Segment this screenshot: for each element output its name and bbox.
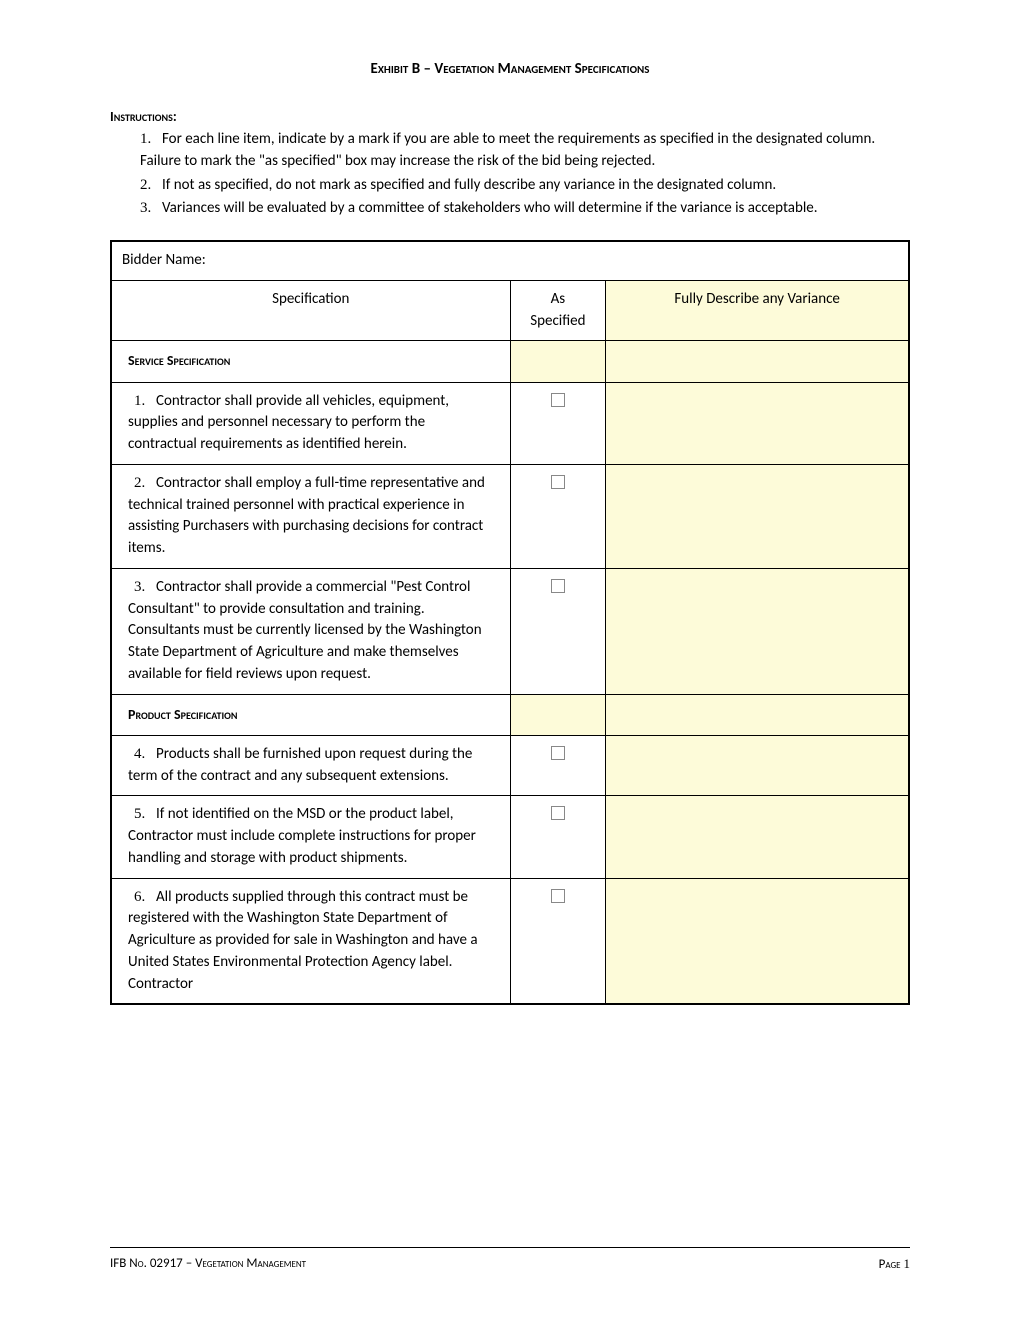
table-row: 3.Contractor shall provide a commercial …	[111, 568, 909, 694]
bidder-name-label[interactable]: Bidder Name:	[111, 241, 909, 280]
page-footer: IFB No. 02917 – Vegetation Management Pa…	[110, 1247, 910, 1272]
table-header-row: Specification As Specified Fully Describ…	[111, 280, 909, 341]
instructions-heading: Instructions:	[110, 108, 910, 125]
instruction-item: 3.Variances will be evaluated by a commi…	[140, 198, 910, 220]
checkbox-icon[interactable]	[551, 579, 565, 593]
spec-text: Contractor shall employ a full-time repr…	[128, 474, 485, 557]
instruction-text: If not as specified, do not mark as spec…	[162, 176, 776, 194]
spec-number: 3.	[128, 577, 156, 599]
table-row: 2.Contractor shall employ a full-time re…	[111, 464, 909, 568]
instructions-list: 1.For each line item, indicate by a mark…	[110, 129, 910, 220]
header-specification: Specification	[111, 280, 510, 341]
document-title: Exhibit B – Vegetation Management Specif…	[110, 60, 910, 78]
section-label: Service Specification	[111, 341, 510, 382]
variance-cell[interactable]	[606, 735, 909, 796]
table-row: 6.All products supplied through this con…	[111, 878, 909, 1004]
variance-cell[interactable]	[606, 382, 909, 464]
section-var-cell	[606, 694, 909, 735]
checkbox-icon[interactable]	[551, 746, 565, 760]
as-specified-cell	[510, 878, 606, 1004]
section-as-cell	[510, 341, 606, 382]
spec-text: If not identified on the MSD or the prod…	[128, 805, 476, 867]
instruction-number: 3.	[140, 198, 162, 220]
header-variance: Fully Describe any Variance	[606, 280, 909, 341]
checkbox-icon[interactable]	[551, 889, 565, 903]
as-specified-cell	[510, 382, 606, 464]
section-as-cell	[510, 694, 606, 735]
spec-cell: 1.Contractor shall provide all vehicles,…	[111, 382, 510, 464]
spec-cell: 2.Contractor shall employ a full-time re…	[111, 464, 510, 568]
spec-text: Contractor shall provide all vehicles, e…	[128, 392, 449, 454]
as-specified-cell	[510, 796, 606, 878]
checkbox-icon[interactable]	[551, 393, 565, 407]
spec-cell: 4.Products shall be furnished upon reque…	[111, 735, 510, 796]
table-row: 1.Contractor shall provide all vehicles,…	[111, 382, 909, 464]
section-row-product: Product Specification	[111, 694, 909, 735]
footer-left: IFB No. 02917 – Vegetation Management	[110, 1256, 306, 1272]
spec-number: 6.	[128, 887, 156, 909]
variance-cell[interactable]	[606, 568, 909, 694]
variance-cell[interactable]	[606, 796, 909, 878]
variance-cell[interactable]	[606, 464, 909, 568]
instruction-text: Variances will be evaluated by a committ…	[162, 199, 818, 217]
spec-cell: 6.All products supplied through this con…	[111, 878, 510, 1004]
spec-number: 1.	[128, 391, 156, 413]
spec-cell: 5.If not identified on the MSD or the pr…	[111, 796, 510, 878]
spec-text: All products supplied through this contr…	[128, 888, 478, 993]
checkbox-icon[interactable]	[551, 806, 565, 820]
instruction-item: 2.If not as specified, do not mark as sp…	[140, 175, 910, 197]
instruction-text: For each line item, indicate by a mark i…	[140, 130, 875, 170]
as-specified-cell	[510, 735, 606, 796]
as-specified-cell	[510, 568, 606, 694]
footer-right: Page 1	[879, 1256, 910, 1272]
instruction-item: 1.For each line item, indicate by a mark…	[140, 129, 910, 173]
spec-text: Products shall be furnished upon request…	[128, 745, 472, 785]
footer-page-number: 1	[904, 1256, 911, 1271]
spec-text: Contractor shall provide a commercial "P…	[128, 578, 482, 683]
bidder-name-row: Bidder Name:	[111, 241, 909, 280]
instruction-number: 2.	[140, 175, 162, 197]
footer-page-label: Page	[879, 1257, 904, 1272]
section-var-cell	[606, 341, 909, 382]
table-row: 4.Products shall be furnished upon reque…	[111, 735, 909, 796]
section-label: Product Specification	[111, 694, 510, 735]
section-row-service: Service Specification	[111, 341, 909, 382]
instruction-number: 1.	[140, 129, 162, 151]
spec-number: 5.	[128, 804, 156, 826]
checkbox-icon[interactable]	[551, 475, 565, 489]
spec-number: 4.	[128, 744, 156, 766]
variance-cell[interactable]	[606, 878, 909, 1004]
header-as-specified: As Specified	[510, 280, 606, 341]
as-specified-cell	[510, 464, 606, 568]
specification-table: Bidder Name: Specification As Specified …	[110, 240, 910, 1005]
spec-cell: 3.Contractor shall provide a commercial …	[111, 568, 510, 694]
spec-number: 2.	[128, 473, 156, 495]
table-row: 5.If not identified on the MSD or the pr…	[111, 796, 909, 878]
